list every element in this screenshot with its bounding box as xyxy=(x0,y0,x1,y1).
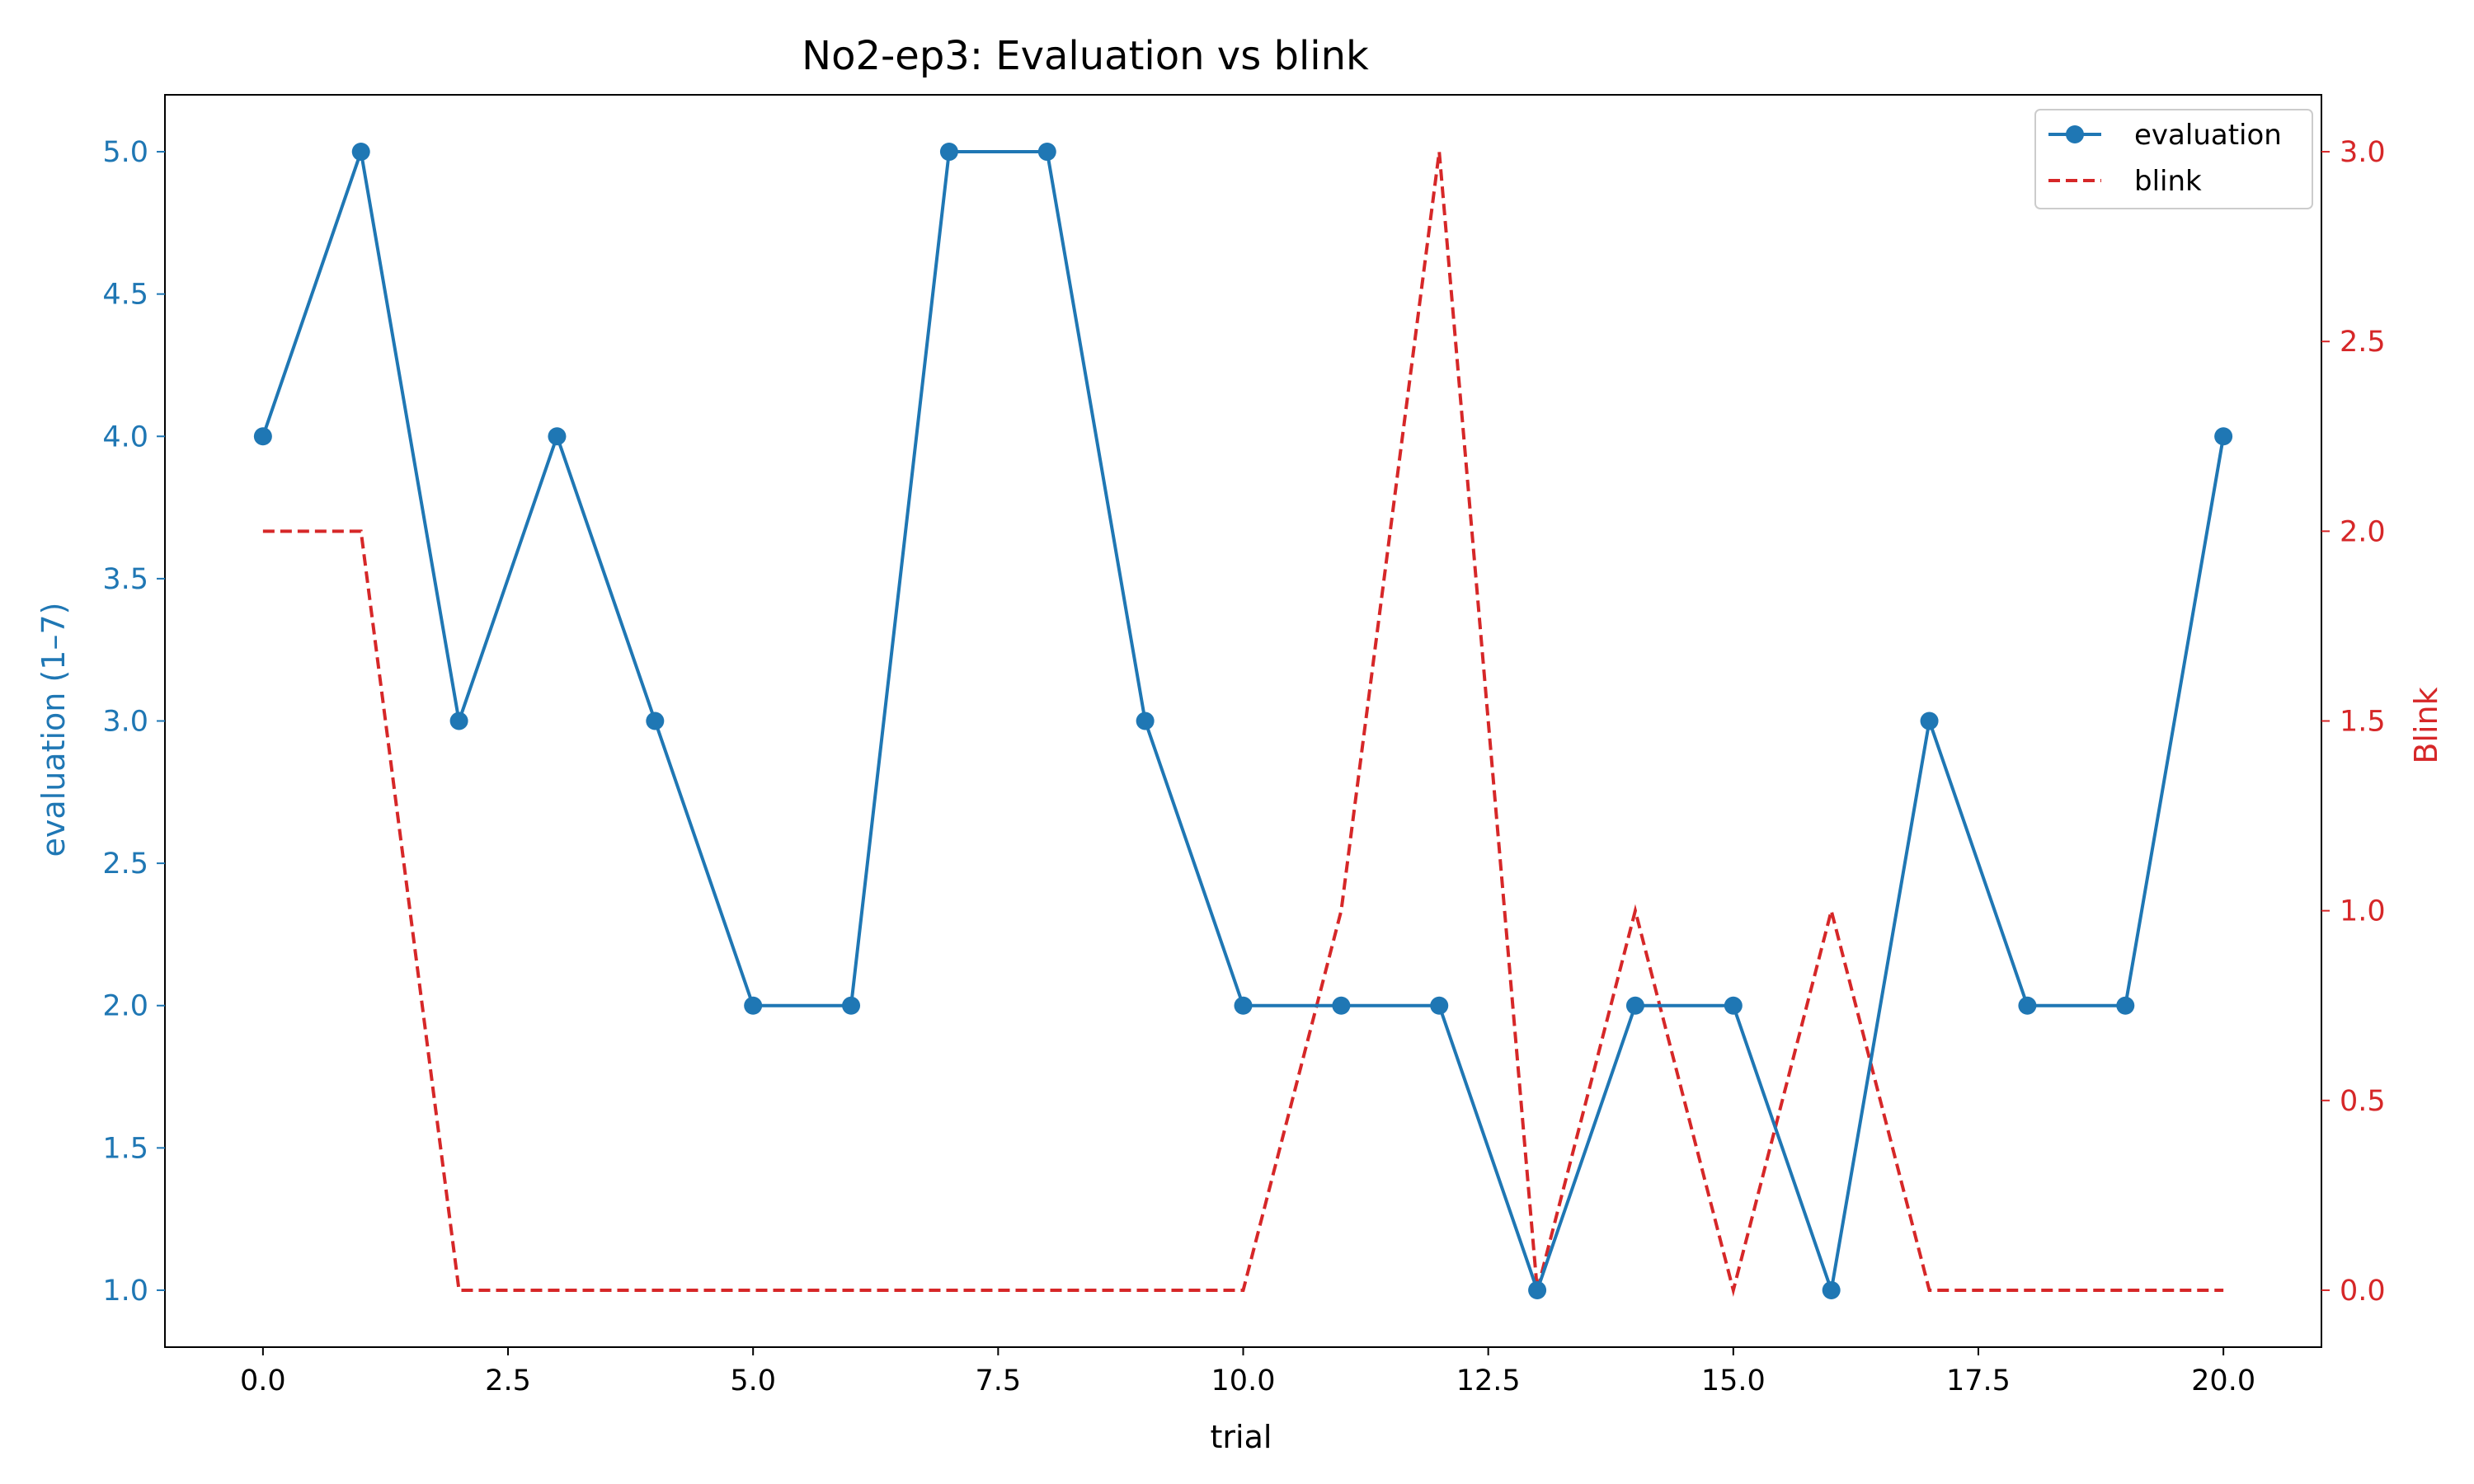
evaluation-point xyxy=(2018,996,2037,1015)
evaluation-point xyxy=(1037,143,1056,162)
evaluation-point xyxy=(939,143,958,162)
evaluation-point xyxy=(1724,996,1743,1015)
y-tick-label: 4.5 xyxy=(102,279,148,312)
evaluation-point xyxy=(1332,996,1351,1015)
evaluation-point xyxy=(253,427,272,446)
evaluation-point xyxy=(1920,711,1939,730)
y-tick-label: 5.0 xyxy=(102,136,148,169)
x-tick-label: 15.0 xyxy=(1701,1364,1766,1397)
chart-title: No2-ep3: Evaluation vs blink xyxy=(802,33,1369,79)
legend-evaluation-marker xyxy=(2066,125,2084,143)
y-tick-label: 3.0 xyxy=(102,706,148,739)
y2-tick-label: 1.5 xyxy=(2340,706,2386,739)
evaluation-point xyxy=(842,996,861,1015)
y2-tick-label: 1.0 xyxy=(2340,895,2386,928)
y2-tick-label: 0.5 xyxy=(2340,1085,2386,1118)
y2-tick-label: 3.0 xyxy=(2340,136,2386,169)
evaluation-point xyxy=(449,711,468,730)
x-tick-label: 17.5 xyxy=(1946,1364,2011,1397)
y2-tick-label: 0.0 xyxy=(2340,1275,2386,1308)
evaluation-point xyxy=(2116,996,2135,1015)
blink-series-line xyxy=(262,151,2224,1297)
x-tick-label: 20.0 xyxy=(2191,1364,2255,1397)
y-tick-label: 3.5 xyxy=(102,563,148,596)
legend-evaluation-label: evaluation xyxy=(2134,119,2282,152)
evaluation-point xyxy=(1234,996,1253,1015)
y-axis-label: evaluation (1–7) xyxy=(35,603,72,857)
evaluation-point xyxy=(646,711,665,730)
x-tick-label: 7.5 xyxy=(976,1364,1022,1397)
y-tick-label: 4.0 xyxy=(102,420,148,453)
y-tick-label: 2.0 xyxy=(102,990,148,1023)
evaluation-point xyxy=(1528,1280,1547,1299)
x-tick-label: 0.0 xyxy=(240,1364,286,1397)
evaluation-point xyxy=(1430,996,1449,1015)
y-tick-label: 1.5 xyxy=(102,1132,148,1165)
y2-tick-label: 2.0 xyxy=(2340,515,2386,548)
y2-tick-label: 2.5 xyxy=(2340,326,2386,359)
evaluation-point xyxy=(548,427,567,446)
evaluation-point xyxy=(744,996,763,1015)
legend-box xyxy=(2034,109,2313,209)
x-axis-label: trial xyxy=(1211,1419,1272,1455)
x-tick-label: 12.5 xyxy=(1456,1364,1521,1397)
x-tick-label: 10.0 xyxy=(1211,1364,1276,1397)
evaluation-point xyxy=(1136,711,1155,730)
legend-blink-label: blink xyxy=(2134,165,2202,198)
plot-frame xyxy=(164,94,2322,1348)
x-tick-label: 5.0 xyxy=(730,1364,776,1397)
evaluation-point xyxy=(1625,996,1644,1015)
evaluation-point xyxy=(1822,1280,1841,1299)
x-tick-label: 2.5 xyxy=(485,1364,531,1397)
evaluation-point xyxy=(2214,427,2233,446)
evaluation-point xyxy=(351,143,370,162)
y-tick-label: 2.5 xyxy=(102,848,148,881)
y2-axis-label: Blink xyxy=(2408,687,2444,763)
y-tick-label: 1.0 xyxy=(102,1275,148,1308)
